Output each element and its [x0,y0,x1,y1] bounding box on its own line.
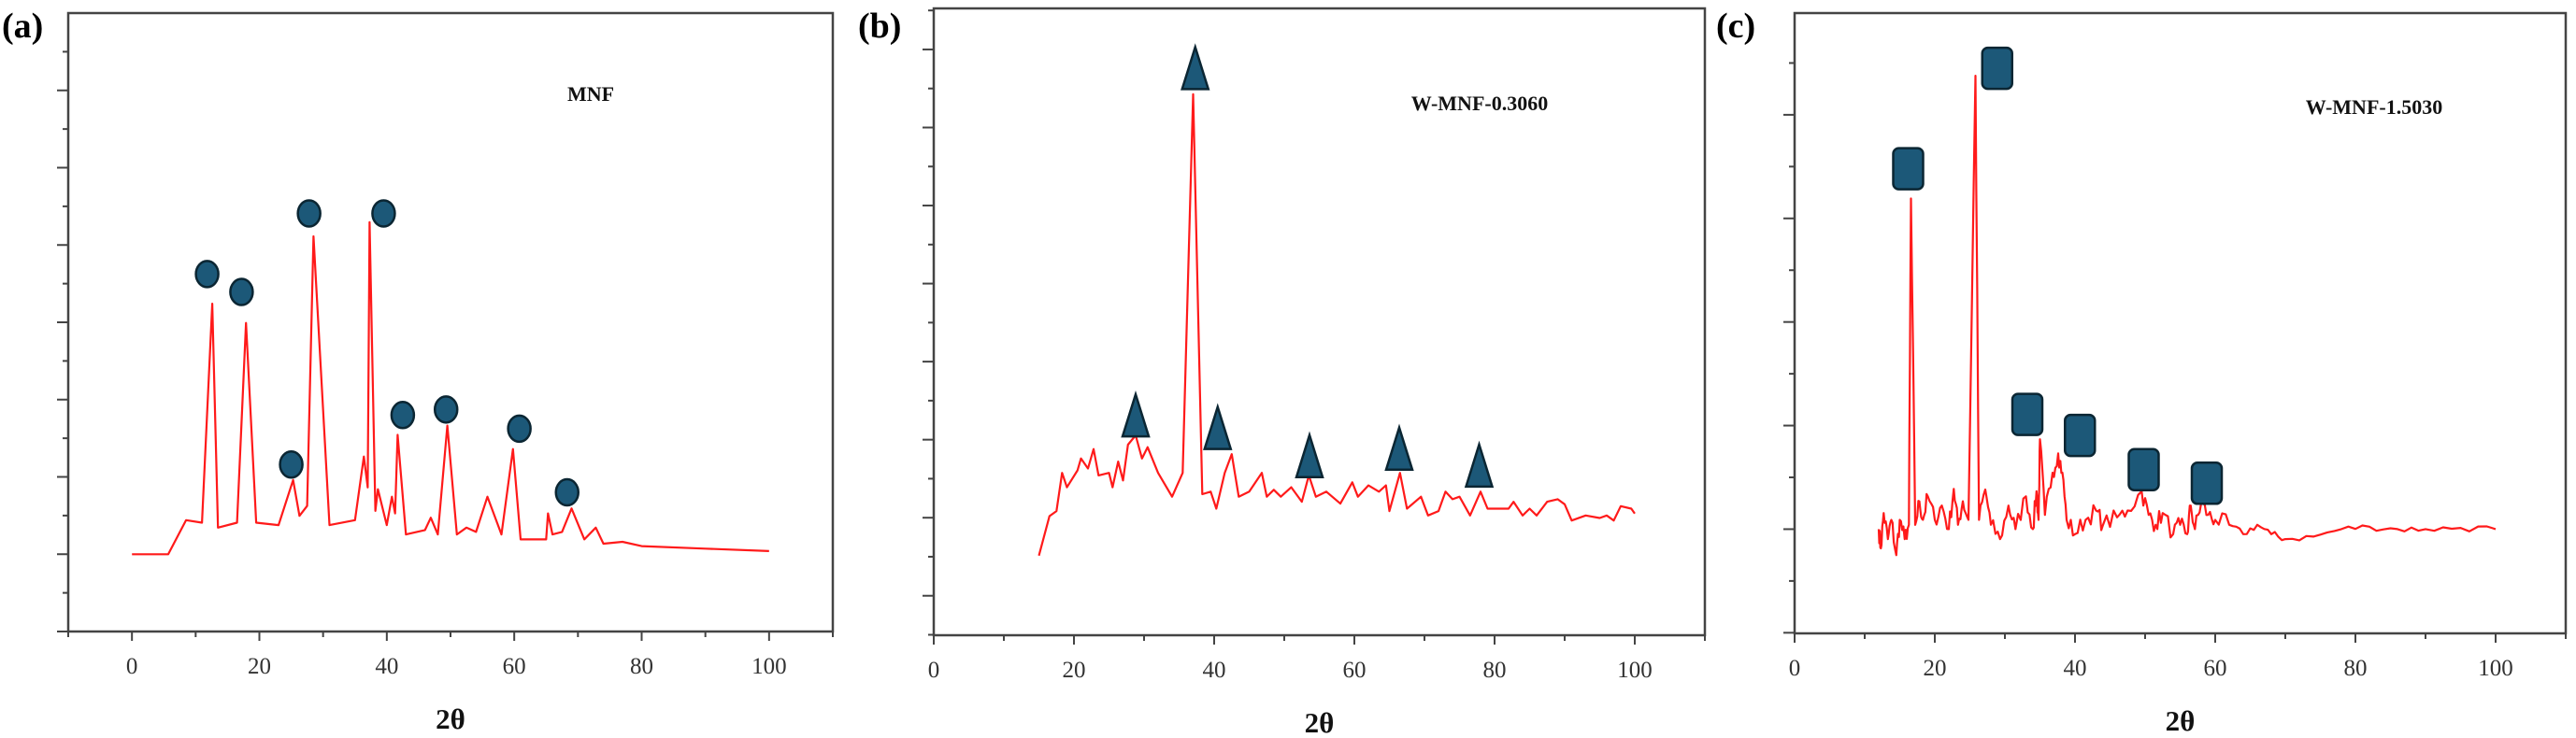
x-tick-label: 20 [1063,658,1086,683]
phase-marker-circle [296,199,322,228]
phase-marker-square [2127,447,2160,491]
panel-label: (a) [2,7,43,46]
phase-marker-triangle [1121,390,1151,438]
x-tick-label: 60 [503,654,526,679]
panel-c: 0 20 40 60 80 100 W-MNF-1.5030 (c) 2θ [1716,7,2568,737]
x-tick-label: 20 [1924,656,1947,681]
phase-marker-circle [371,199,396,228]
x-tick-label: 80 [2344,656,2368,681]
phase-marker-circle [390,401,416,430]
x-axis-label: 2θ [436,703,465,735]
x-tick-label: 0 [1789,656,1801,681]
x-tick-label: 0 [928,658,940,683]
phase-marker-circle [433,395,459,424]
x-tick-label: 40 [2064,656,2087,681]
phase-marker-square [1981,46,2013,91]
sample-label: W-MNF-0.3060 [1411,92,1548,115]
x-axis-label: 2θ [1305,706,1335,738]
xrd-pattern-line [1038,92,1636,557]
phase-marker-triangle [1181,43,1210,91]
phase-marker-square [2011,392,2044,436]
x-tick-label: 100 [2478,656,2513,681]
x-tick-label: 80 [1483,658,1507,683]
x-tick-label: 0 [126,654,138,679]
phase-marker-square [2190,461,2224,505]
xrd-pattern-line [132,220,769,556]
sample-label: W-MNF-1.5030 [2306,95,2442,119]
panel-b: 0 20 40 60 80 100 W-MNF-0.3060 (b) 2θ [858,7,1707,738]
plot-frame [932,7,1707,637]
xrd-pattern-line [1877,74,2497,557]
x-tick-label: 40 [1203,658,1226,683]
phase-marker-circle [279,450,304,479]
plot-frame [1793,11,2568,635]
plot-frame [66,11,835,633]
x-tick-label: 60 [2204,656,2227,681]
phase-marker-circle [554,477,580,507]
panel-label: (b) [858,7,901,46]
phase-marker-circle [507,414,532,444]
phase-marker-triangle [1295,431,1324,479]
x-axis-label: 2θ [2166,704,2196,737]
x-tick-label: 20 [248,654,271,679]
phase-marker-triangle [1384,423,1414,471]
x-tick-label: 100 [751,654,787,679]
phase-marker-square [1892,147,1925,191]
panel-a: 0 20 40 60 80 100 MNF (a) 2θ [2,7,835,735]
x-tick-label: 80 [630,654,653,679]
phase-marker-triangle [1464,440,1495,489]
x-tick-label: 60 [1343,658,1367,683]
sample-label: MNF [567,82,614,106]
x-tick-label: 100 [1617,658,1653,683]
phase-marker-circle [194,260,220,289]
x-tick-label: 40 [375,654,398,679]
phase-marker-square [2064,413,2097,458]
phase-marker-triangle [1203,403,1233,450]
phase-marker-circle [229,277,254,306]
panel-label: (c) [1716,7,1755,46]
